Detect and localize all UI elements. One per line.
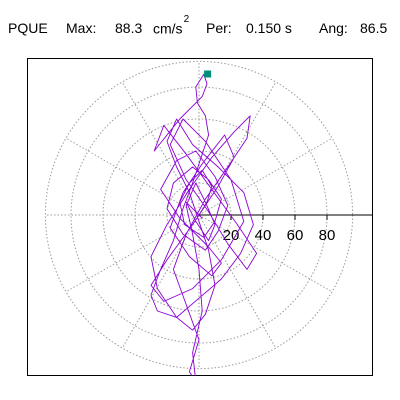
max-label: Max: <box>66 20 97 36</box>
radial-tick-label-60: 60 <box>287 227 304 244</box>
max-unit: cm/s2 <box>153 14 189 37</box>
max-unit-exponent: 2 <box>183 14 190 25</box>
particle-motion-trace <box>150 73 258 376</box>
ang-value: 86.5 <box>360 20 388 36</box>
radial-tick-label-20: 20 <box>223 227 240 244</box>
per-value: 0.150 s <box>246 20 292 36</box>
radial-tick-label-40: 40 <box>255 227 272 244</box>
max-unit-base: cm/s <box>153 20 183 37</box>
grid-spoke-330 <box>198 214 333 293</box>
per-label: Per: <box>206 20 232 36</box>
plot-area: 20 40 60 80 <box>27 58 373 376</box>
grid-spoke-240 <box>121 214 200 349</box>
grid-spoke-150 <box>65 137 200 216</box>
motion-trace-group <box>150 73 258 376</box>
peak-marker-group <box>204 70 212 78</box>
plot-border <box>27 58 373 376</box>
radial-tick-label-80: 80 <box>319 227 336 244</box>
peak-marker <box>204 70 212 78</box>
ang-label: Ang: <box>319 20 348 36</box>
grid-spoke-120 <box>121 81 200 216</box>
grid-spoke-60 <box>198 81 277 216</box>
grid-spoke-300 <box>198 214 277 349</box>
radial-axis: 20 40 60 80 <box>199 214 373 244</box>
station-code: PQUE <box>8 20 48 36</box>
max-value: 88.3 <box>115 20 143 36</box>
polar-chart: 20 40 60 80 <box>27 58 373 376</box>
